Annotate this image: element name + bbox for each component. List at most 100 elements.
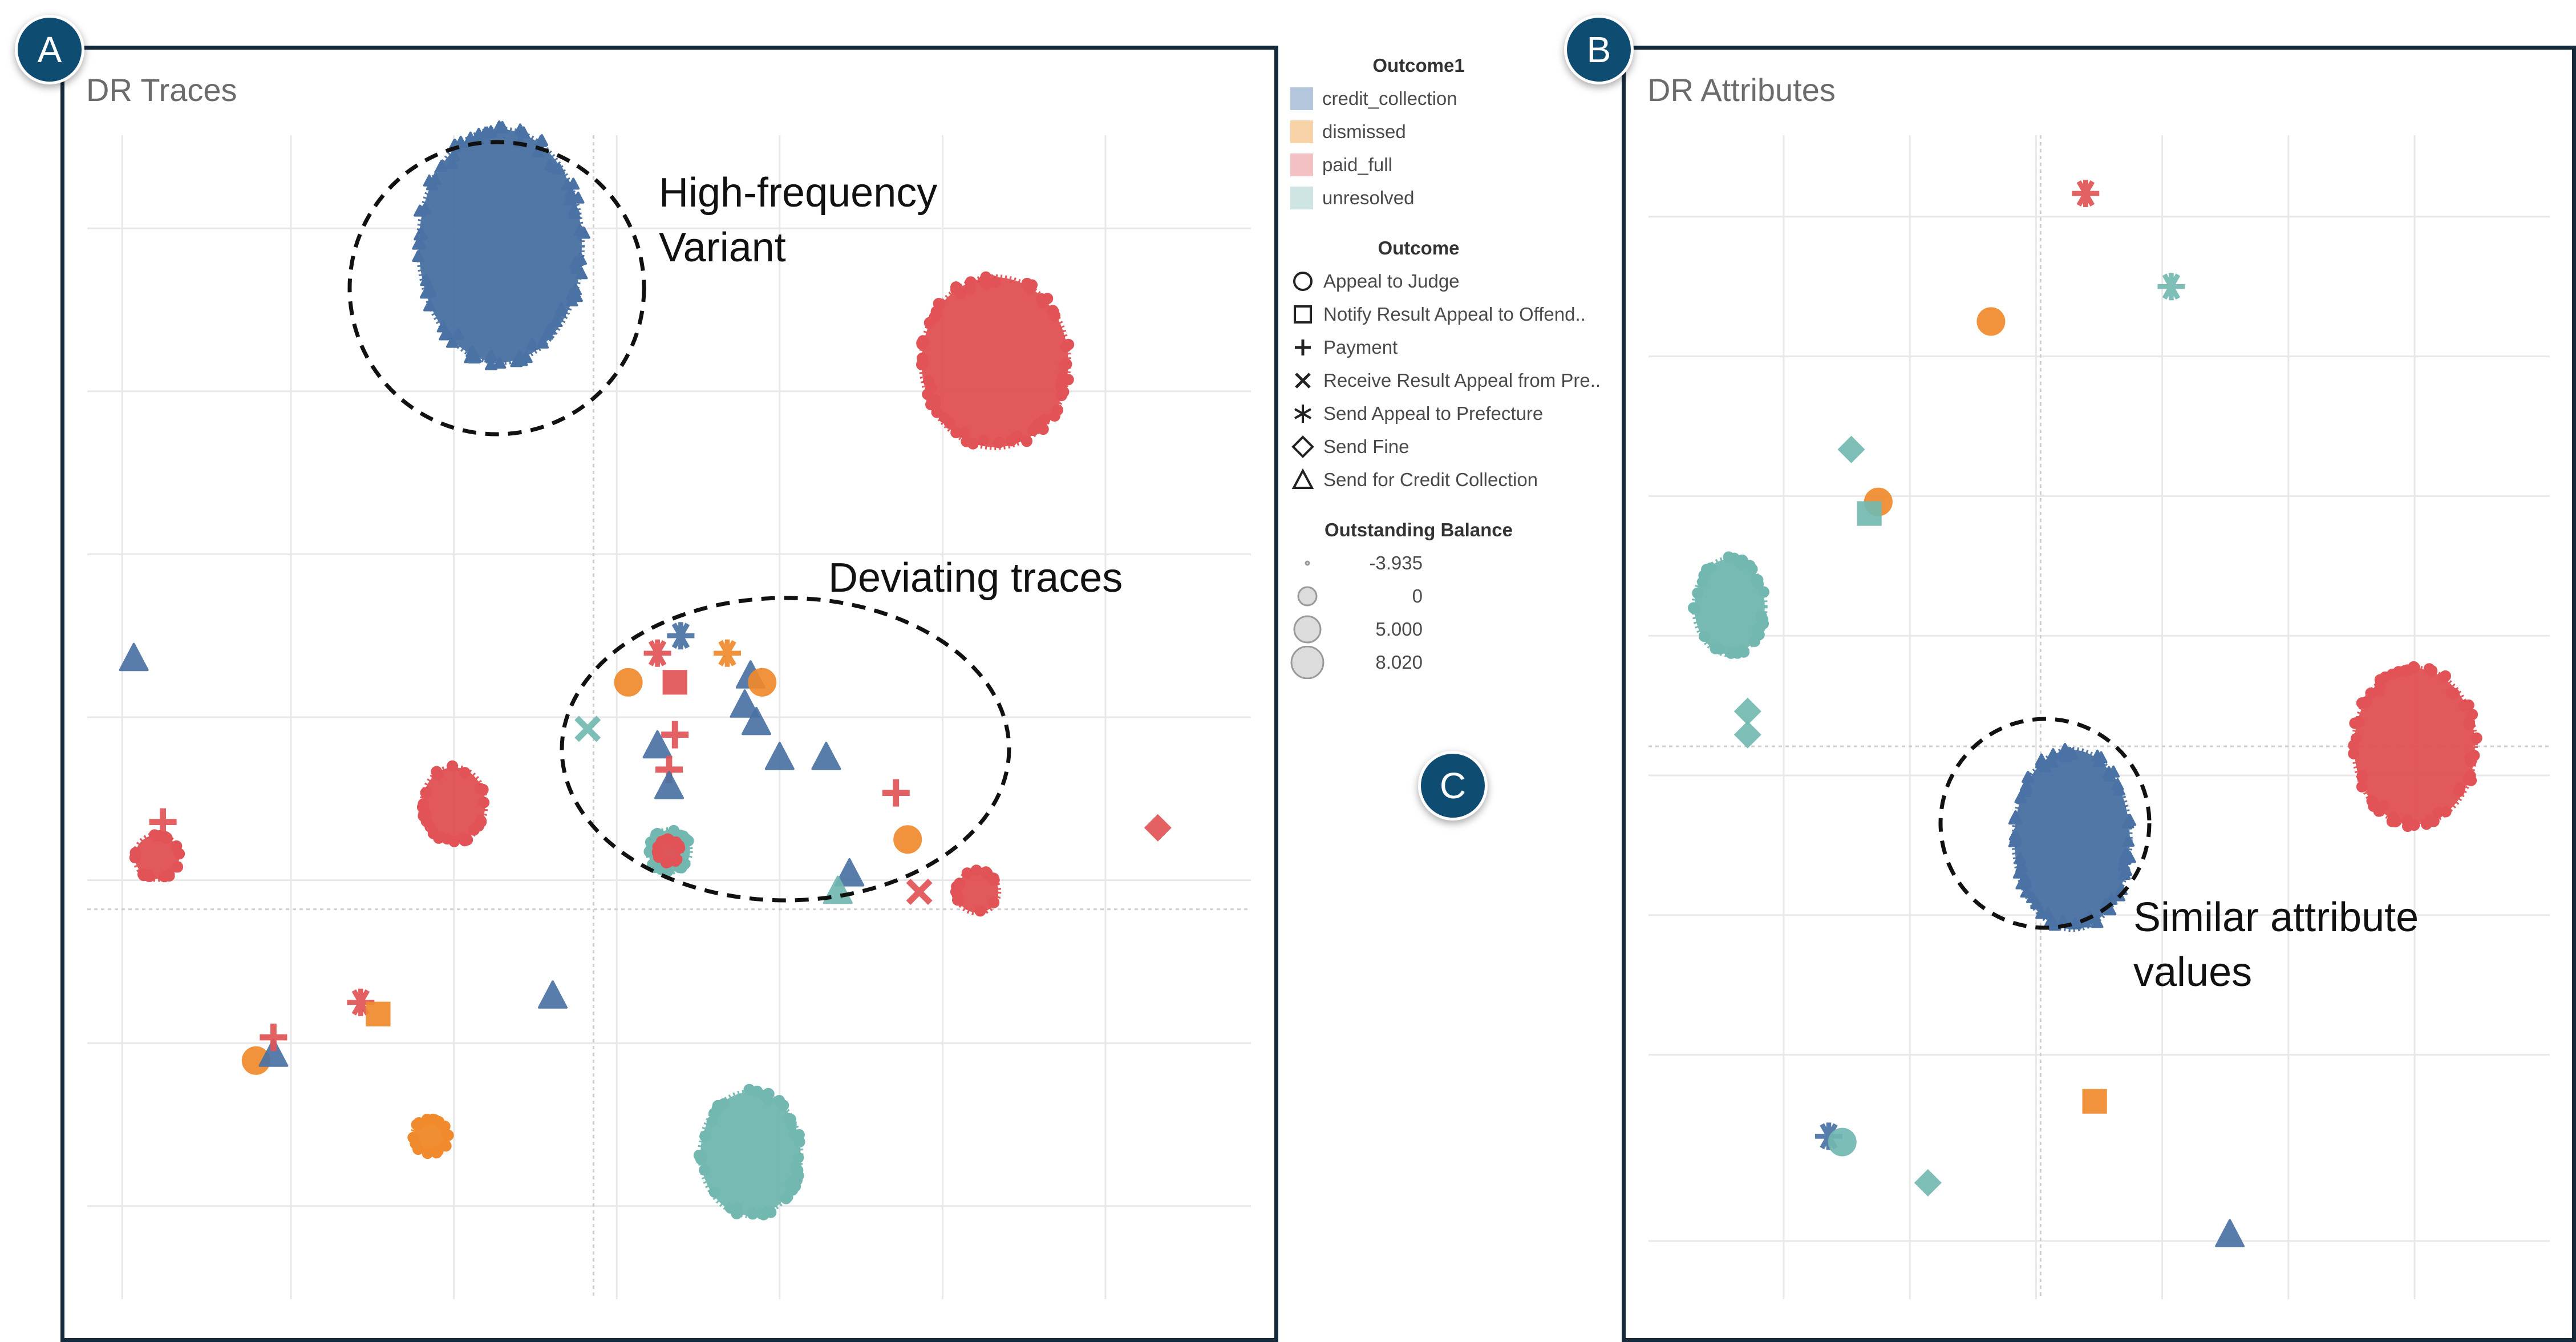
traces-cluster-mark [412, 250, 425, 262]
attributes-cluster-mark [2008, 813, 2021, 825]
traces-point-paid_full [149, 808, 177, 836]
dr-attributes-panel: DR Attributes [1622, 46, 2576, 1342]
attributes-point-dismissed [1976, 307, 2006, 336]
traces-point-mark [748, 668, 777, 697]
traces-point-mark [642, 730, 673, 759]
traces-cluster-mark [651, 847, 663, 859]
attributes-cluster-mark [2353, 716, 2365, 727]
traces-cluster-mark [571, 258, 584, 271]
traces-point-dismissed [748, 668, 777, 697]
traces-point-mark [742, 706, 771, 735]
traces-cluster-mark [1027, 425, 1039, 436]
attributes-cluster-mark [2048, 919, 2061, 931]
legend-outcome1-item[interactable]: dismissed [1290, 115, 1633, 148]
high-frequency-annotation: High-frequency Variant [659, 165, 937, 275]
attributes-cluster-mark [1714, 643, 1726, 655]
traces-point-paid_full [661, 721, 689, 749]
attributes-point-unresolved [1733, 721, 1761, 749]
traces-cluster-mark [436, 320, 449, 333]
legend-balance-label: -3.935 [1369, 552, 1423, 573]
attributes-point-unresolved [1914, 1169, 1942, 1197]
attributes-point-credit_collection [1815, 1122, 1842, 1150]
legend-outcome-label: Send Fine [1323, 436, 1409, 457]
attributes-cluster-unresolved [1687, 551, 1769, 659]
attributes-cluster-mark [2366, 795, 2378, 807]
legend-balance-item[interactable]: 8.020 [1290, 646, 1633, 679]
traces-cluster-mark [563, 193, 576, 205]
legend-outcome-item[interactable]: Send for Credit Collection [1290, 463, 1633, 496]
traces-point-mark [149, 808, 177, 836]
legend-balance-label: 0 [1412, 585, 1423, 607]
legend-balance-item[interactable]: 0 [1290, 580, 1633, 613]
panel-b-badge: B [1564, 15, 1634, 84]
traces-cluster-mark [682, 835, 694, 847]
traces-cluster-mark [419, 286, 432, 299]
traces-cluster-mark [426, 178, 439, 191]
legend-balance-item[interactable]: -3.935 [1290, 547, 1633, 580]
traces-point-paid_full [906, 878, 933, 906]
traces-point-mark [366, 1001, 391, 1026]
legend-outcome1-item[interactable]: credit_collection [1290, 82, 1633, 115]
attributes-cluster-mark [1757, 586, 1769, 598]
traces-point-mark [614, 668, 643, 697]
traces-cluster-mark [977, 434, 989, 446]
legend-outcome-item[interactable]: Notify Result Appeal to Offend.. [1290, 298, 1633, 331]
deviating-traces-annotation: Deviating traces [828, 555, 1123, 601]
legend-outcome1-item[interactable]: unresolved [1290, 181, 1633, 215]
legend-balance-item[interactable]: 5.000 [1290, 613, 1633, 646]
attributes-cluster-mark [2464, 716, 2476, 728]
legend-outcome-item[interactable]: Appeal to Judge [1290, 265, 1633, 298]
traces-cluster-mark [163, 869, 175, 881]
legend-outcome-item[interactable]: Receive Result Appeal from Pre.. [1290, 364, 1633, 397]
traces-cluster-mark [917, 352, 929, 364]
traces-point-credit_collection [730, 689, 760, 718]
attributes-cluster-mark [1692, 587, 1704, 599]
traces-cluster-mark [555, 302, 568, 314]
traces-point-unresolved [574, 716, 601, 742]
attributes-cluster-mark [1698, 630, 1710, 642]
traces-cluster-mark [431, 1147, 443, 1159]
traces-point-mark [730, 689, 760, 718]
traces-cluster-mark [423, 299, 436, 312]
traces-cluster-mark [708, 1186, 720, 1198]
legend-outcome-item[interactable]: Send Appeal to Prefecture [1290, 397, 1633, 430]
traces-cluster-mark [416, 801, 428, 813]
traces-point-credit_collection [811, 742, 841, 770]
traces-cluster-mark [699, 1164, 711, 1176]
traces-point-credit_collection [742, 706, 771, 735]
traces-cluster-mark [1047, 306, 1059, 318]
traces-point-mark [643, 639, 671, 667]
attributes-cluster-mark [1748, 635, 1760, 647]
traces-cluster-mark [441, 1129, 453, 1141]
traces-point-credit_collection [764, 742, 795, 770]
legend-outcome1-item[interactable]: paid_full [1290, 148, 1633, 181]
legend-outcome-item[interactable]: Send Fine [1290, 430, 1633, 463]
similar-attribute-line-2: values [2133, 949, 2253, 995]
traces-cluster-mark [993, 436, 1005, 448]
attributes-cluster-mark [2408, 819, 2420, 831]
plus-icon [1295, 339, 1311, 355]
traces-cluster-mark [659, 834, 671, 846]
traces-cluster-mark [129, 852, 141, 864]
attributes-cluster-mark [1698, 569, 1710, 581]
attributes-cluster-mark [2046, 755, 2059, 768]
attributes-cluster-mark [2348, 739, 2360, 751]
legend-outcome-label: Payment [1323, 337, 1398, 358]
traces-point-dismissed [893, 825, 922, 854]
attributes-point-paid_full [2072, 180, 2100, 207]
attributes-cluster-mark [2122, 834, 2135, 847]
traces-cluster-paid_full [916, 271, 1075, 450]
dr-traces-chart [87, 120, 1251, 1299]
attributes-point-unresolved [1733, 697, 1761, 725]
traces-cluster-mark [573, 224, 586, 236]
legend-outcome1-label: unresolved [1322, 187, 1415, 208]
legend-outcome1-title: Outcome1 [1372, 55, 1465, 76]
panel-c-badge: C [1418, 751, 1488, 820]
traces-point-dismissed [614, 668, 643, 697]
traces-point-credit_collection [667, 622, 695, 650]
traces-point-mark [574, 716, 601, 742]
legend-outcome1-label: credit_collection [1322, 88, 1457, 109]
traces-cluster-mark [699, 1130, 711, 1142]
legend-outcome-item[interactable]: Payment [1290, 331, 1633, 364]
traces-cluster-mark [172, 861, 184, 873]
